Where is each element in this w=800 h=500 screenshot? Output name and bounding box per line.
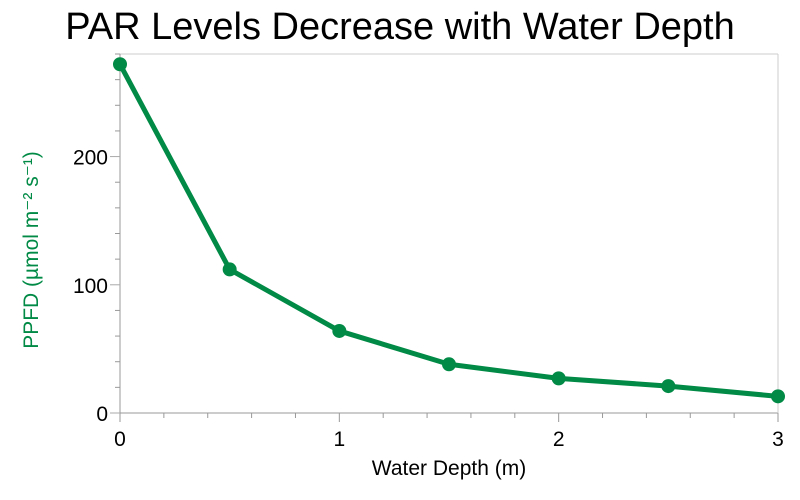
x-axis-title: Water Depth (m) <box>372 457 526 480</box>
x-tick-label: 1 <box>333 428 345 451</box>
y-axis-ticks: 0 100 200 <box>73 53 120 426</box>
data-point <box>661 379 676 394</box>
series-line <box>117 61 781 399</box>
x-tick-label: 3 <box>772 428 784 451</box>
data-point <box>551 371 566 386</box>
x-axis-ticks: 0 1 2 3 <box>114 413 784 451</box>
data-point <box>113 57 127 72</box>
series-layer <box>113 57 785 404</box>
y-tick-label: 0 <box>96 403 108 426</box>
y-tick-label: 100 <box>73 275 108 298</box>
y-axis-title: PPFD (µmol m⁻² s⁻¹) <box>20 151 43 349</box>
y-tick-label: 200 <box>73 147 108 170</box>
chart-title: PAR Levels Decrease with Water Depth <box>65 6 735 48</box>
x-tick-label: 2 <box>553 428 565 451</box>
data-point <box>222 262 237 277</box>
data-point <box>332 323 347 338</box>
x-tick-label: 0 <box>114 428 126 451</box>
plot-frame <box>119 53 779 421</box>
data-point <box>442 357 456 372</box>
data-point <box>771 389 785 404</box>
